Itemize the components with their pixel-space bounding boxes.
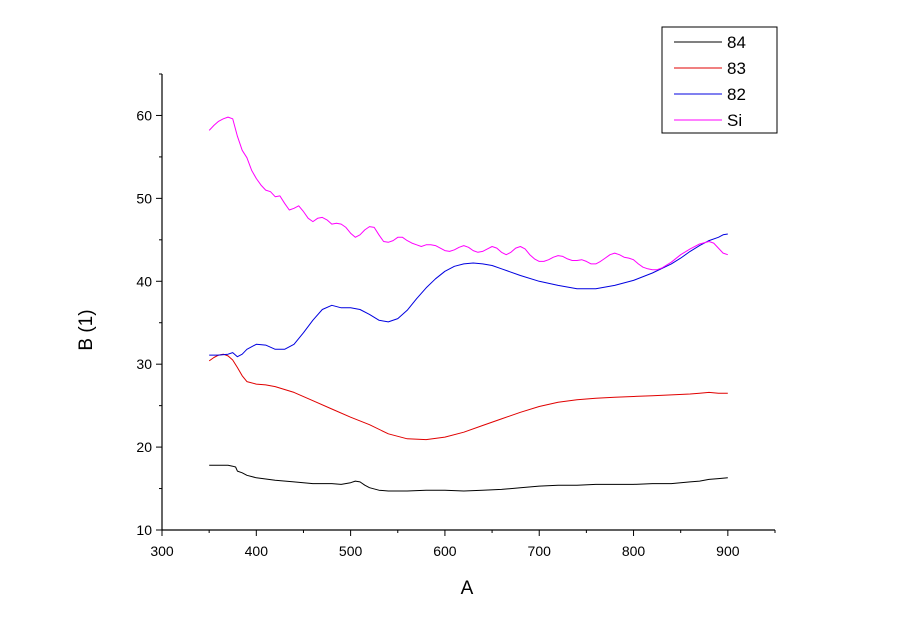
series-line-82 — [209, 233, 728, 358]
x-tick-label: 300 — [150, 543, 174, 559]
x-tick-label: 700 — [528, 543, 552, 559]
series-line-si — [208, 116, 728, 271]
legend-label: 83 — [727, 59, 746, 78]
series-line-83 — [208, 353, 728, 441]
x-axis-title: A — [461, 578, 474, 599]
y-tick-label: 10 — [136, 522, 152, 538]
x-tick-label: 600 — [433, 543, 457, 559]
legend: 84 83 82 Si — [661, 26, 778, 134]
y-tick-label: 40 — [136, 273, 152, 289]
y-tick-label: 30 — [136, 356, 152, 372]
y-tick-label: 60 — [136, 107, 152, 123]
series-line-84 — [209, 464, 728, 492]
axes: 300 400 500 600 700 800 900 10 20 30 40 50 60 — [136, 73, 776, 559]
legend-label: 82 — [727, 85, 746, 104]
x-tick-label: 400 — [245, 543, 269, 559]
y-axis-title: B (1) — [76, 309, 97, 350]
legend-box — [661, 26, 778, 134]
x-tick-label: 500 — [339, 543, 363, 559]
y-tick-label: 50 — [136, 190, 152, 206]
y-tick-label: 20 — [136, 439, 152, 455]
x-tick-label: 800 — [622, 543, 646, 559]
legend-label: 84 — [727, 33, 746, 52]
series-layer — [208, 116, 728, 492]
legend-label: Si — [727, 111, 742, 130]
x-tick-label: 900 — [716, 543, 740, 559]
